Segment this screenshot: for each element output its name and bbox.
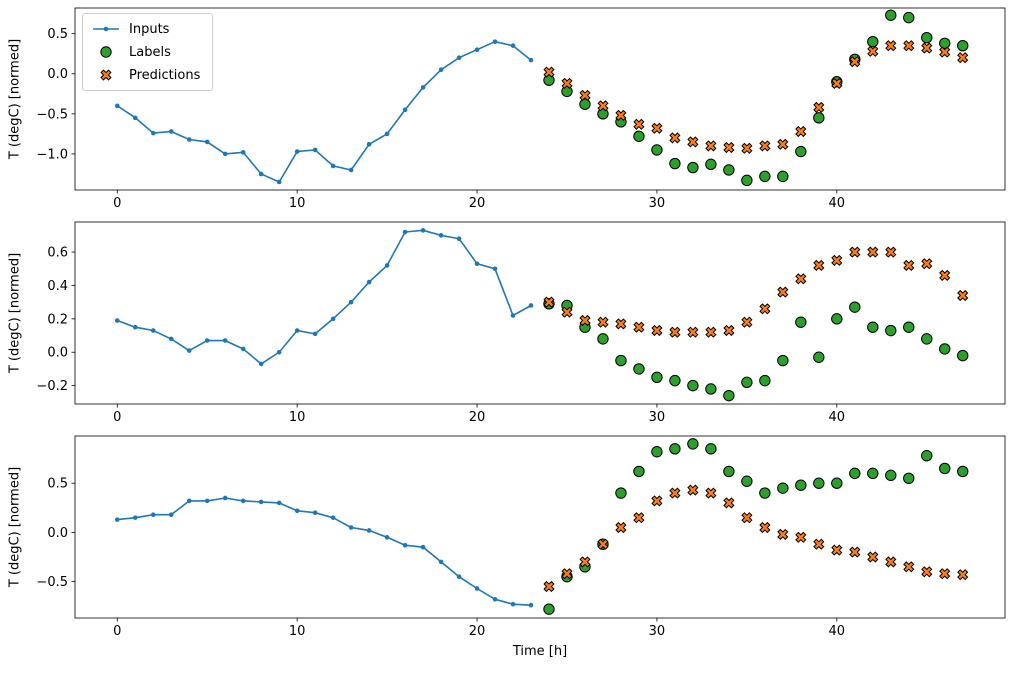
inputs-series [114, 39, 534, 185]
svg-text:0.4: 0.4 [47, 279, 68, 294]
svg-text:10: 10 [289, 410, 306, 425]
svg-text:0.0: 0.0 [47, 346, 68, 361]
svg-text:40: 40 [829, 410, 846, 425]
svg-text:30: 30 [649, 624, 666, 639]
svg-text:0.6: 0.6 [47, 246, 68, 261]
svg-text:40: 40 [829, 196, 846, 211]
inputs-series [114, 495, 534, 608]
svg-text:−0.5: −0.5 [36, 107, 68, 122]
inputs-series [114, 228, 534, 367]
svg-text:−1.0: −1.0 [36, 147, 68, 162]
line-dot-icon [93, 26, 119, 32]
svg-text:0.5: 0.5 [47, 477, 68, 492]
svg-text:10: 10 [289, 624, 306, 639]
svg-text:20: 20 [469, 410, 486, 425]
svg-text:0.0: 0.0 [47, 526, 68, 541]
x-marker-icon [100, 69, 112, 81]
predictions-series [543, 246, 969, 338]
svg-text:0: 0 [113, 410, 121, 425]
legend-item-predictions: Predictions [91, 66, 200, 84]
subplot-bottom-canvas: 0.5 0.0 −0.5 0 10 20 30 40 [36, 435, 1006, 639]
svg-text:30: 30 [649, 196, 666, 211]
svg-text:20: 20 [469, 196, 486, 211]
labels-series [543, 298, 969, 402]
svg-text:20: 20 [469, 624, 486, 639]
legend: Inputs Labels Predictions [82, 13, 214, 91]
svg-text:0.0: 0.0 [47, 67, 68, 82]
legend-item-inputs: Inputs [91, 20, 200, 38]
y-axis-label-bottom: T (degC) [normed] [7, 466, 23, 588]
svg-text:40: 40 [829, 624, 846, 639]
predictions-series [543, 484, 969, 593]
y-axis-label-top: T (degC) [normed] [7, 38, 23, 160]
legend-label-predictions: Predictions [129, 67, 201, 83]
svg-text:0.5: 0.5 [47, 27, 68, 42]
legend-label-labels: Labels [129, 44, 171, 60]
svg-text:0: 0 [113, 196, 121, 211]
y-axis-label-middle: T (degC) [normed] [7, 252, 23, 374]
legend-label-inputs: Inputs [129, 21, 170, 37]
subplot-middle-canvas: 0.6 0.4 0.2 0.0 −0.2 0 10 20 30 40 [36, 221, 1006, 425]
svg-text:−0.5: −0.5 [36, 575, 68, 590]
svg-text:0: 0 [113, 624, 121, 639]
svg-text:0.2: 0.2 [47, 312, 68, 327]
predictions-series [543, 40, 969, 154]
labels-series [543, 438, 969, 615]
subplot-top-canvas: 0.5 0.0 −0.5 −1.0 0 10 20 30 40 [36, 7, 1006, 211]
svg-text:−0.2: −0.2 [36, 379, 68, 394]
legend-item-labels: Labels [91, 43, 200, 61]
x-axis-label: Time [h] [512, 644, 568, 659]
svg-text:10: 10 [289, 196, 306, 211]
svg-text:30: 30 [649, 410, 666, 425]
circle-marker-icon [100, 46, 112, 58]
